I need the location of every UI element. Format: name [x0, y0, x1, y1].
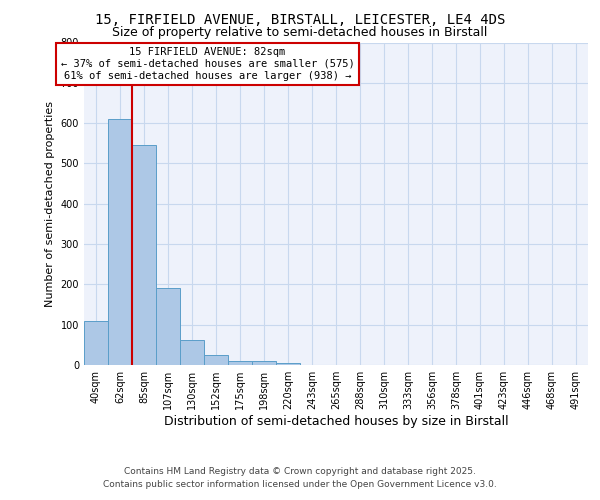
Text: Contains HM Land Registry data © Crown copyright and database right 2025.: Contains HM Land Registry data © Crown c…	[124, 467, 476, 476]
Text: 15 FIRFIELD AVENUE: 82sqm
← 37% of semi-detached houses are smaller (575)
61% of: 15 FIRFIELD AVENUE: 82sqm ← 37% of semi-…	[61, 48, 355, 80]
Bar	[156, 288, 180, 365]
Bar	[204, 355, 228, 365]
Bar	[84, 320, 108, 365]
Bar	[180, 340, 204, 365]
Bar	[276, 363, 300, 365]
Bar	[228, 361, 252, 365]
Text: Contains public sector information licensed under the Open Government Licence v3: Contains public sector information licen…	[103, 480, 497, 489]
Bar	[252, 361, 276, 365]
Y-axis label: Number of semi-detached properties: Number of semi-detached properties	[45, 101, 55, 306]
Bar	[132, 146, 156, 365]
X-axis label: Distribution of semi-detached houses by size in Birstall: Distribution of semi-detached houses by …	[164, 415, 508, 428]
Bar	[108, 119, 132, 365]
Text: Size of property relative to semi-detached houses in Birstall: Size of property relative to semi-detach…	[112, 26, 488, 39]
Text: 15, FIRFIELD AVENUE, BIRSTALL, LEICESTER, LE4 4DS: 15, FIRFIELD AVENUE, BIRSTALL, LEICESTER…	[95, 12, 505, 26]
